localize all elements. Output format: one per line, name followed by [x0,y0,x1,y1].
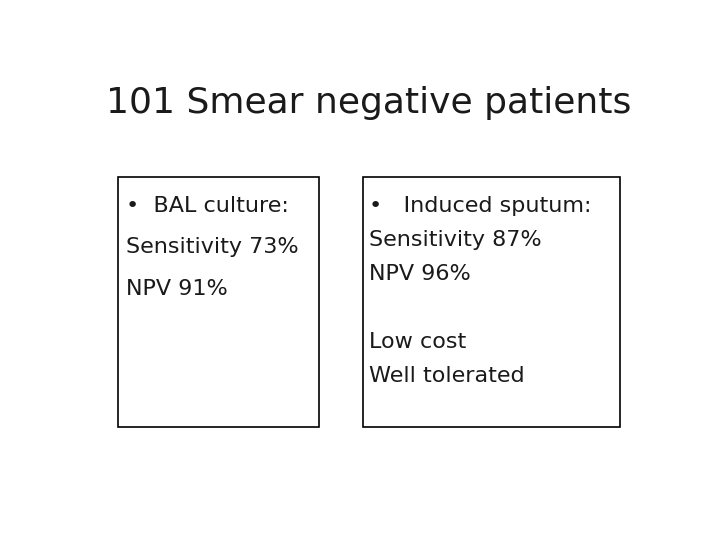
Text: •  BAL culture:: • BAL culture: [126,196,289,216]
FancyBboxPatch shape [364,177,620,427]
Text: •   Induced sputum:: • Induced sputum: [369,196,592,216]
Text: NPV 91%: NPV 91% [126,279,228,299]
Text: 101 Smear negative patients: 101 Smear negative patients [107,85,631,119]
Text: Low cost: Low cost [369,332,467,352]
FancyBboxPatch shape [118,177,319,427]
Text: Well tolerated: Well tolerated [369,366,525,386]
Text: NPV 96%: NPV 96% [369,264,471,284]
Text: Sensitivity 73%: Sensitivity 73% [126,238,299,258]
Text: Sensitivity 87%: Sensitivity 87% [369,230,541,250]
